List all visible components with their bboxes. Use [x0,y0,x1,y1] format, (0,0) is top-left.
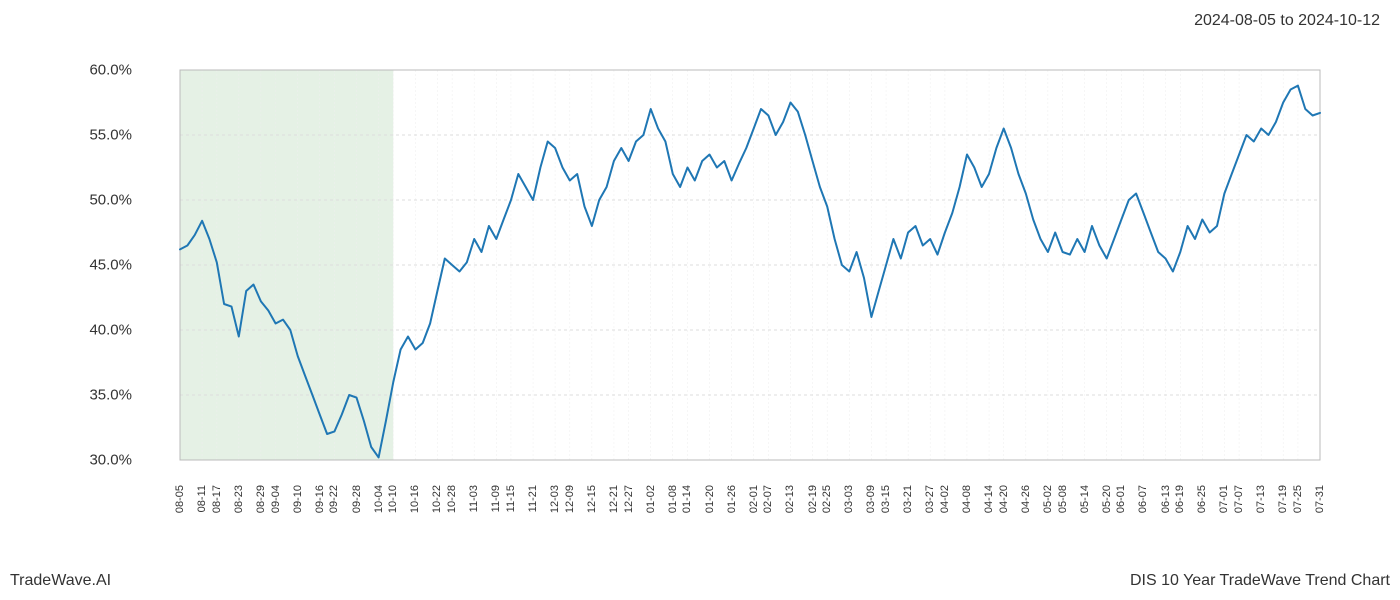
x-tick-label: 06-25 [1196,485,1208,513]
x-tick-label: 06-13 [1160,485,1172,513]
x-tick-label: 08-11 [196,485,208,512]
date-range-label: 2024-08-05 to 2024-10-12 [1194,12,1380,30]
x-tick-label: 10-10 [387,485,399,513]
x-tick-label: 06-01 [1115,485,1127,513]
x-tick-label: 04-26 [1020,485,1032,513]
y-tick-label: 60.0% [89,62,132,79]
x-tick-label: 10-04 [373,485,385,513]
x-tick-label: 08-29 [255,485,267,513]
x-tick-label: 05-02 [1042,485,1054,513]
x-tick-label: 09-16 [314,485,326,513]
x-tick-label: 07-07 [1233,485,1245,513]
x-tick-label: 07-01 [1218,485,1230,513]
x-tick-label: 08-17 [211,485,223,513]
x-tick-label: 02-25 [821,485,833,513]
x-tick-label: 09-04 [270,485,282,513]
x-tick-label: 05-14 [1079,485,1091,513]
x-tick-label: 06-19 [1174,485,1186,513]
y-tick-label: 35.0% [89,387,132,404]
x-tick-label: 12-15 [586,485,598,513]
x-tick-label: 05-08 [1057,485,1069,513]
x-tick-label: 08-23 [233,485,245,513]
x-tick-label: 09-28 [351,485,363,513]
x-tick-label: 01-08 [667,485,679,513]
x-tick-label: 07-13 [1255,485,1267,513]
x-tick-label: 07-25 [1292,485,1304,513]
x-tick-label: 10-28 [446,485,458,513]
y-tick-label: 45.0% [89,257,132,274]
x-tick-label: 10-16 [409,485,421,513]
y-tick-label: 50.0% [89,192,132,209]
x-tick-label: 01-14 [681,485,693,513]
x-tick-label: 04-14 [983,485,995,513]
x-tick-label: 12-09 [564,485,576,513]
x-tick-label: 09-22 [328,485,340,513]
footer-brand: TradeWave.AI [10,572,111,590]
x-tick-label: 12-27 [623,485,635,513]
x-tick-label: 04-02 [939,485,951,513]
x-tick-label: 07-31 [1314,485,1326,513]
x-tick-label: 02-13 [784,485,796,513]
x-tick-label: 11-15 [505,485,517,512]
x-tick-label: 06-07 [1137,485,1149,513]
x-tick-label: 03-27 [924,485,936,513]
x-tick-label: 03-03 [843,485,855,513]
x-tick-label: 01-26 [726,485,738,513]
footer-title: DIS 10 Year TradeWave Trend Chart [1130,572,1390,590]
x-tick-label: 04-20 [998,485,1010,513]
x-tick-label: 03-21 [902,485,914,513]
x-tick-label: 01-02 [645,485,657,513]
x-tick-label: 01-20 [704,485,716,513]
chart-container: 2024-08-05 to 2024-10-12 30.0%35.0%40.0%… [0,0,1400,600]
x-tick-label: 11-03 [468,485,480,512]
chart-svg [140,60,1340,480]
y-tick-label: 30.0% [89,452,132,469]
x-tick-label: 12-03 [549,485,561,513]
x-tick-label: 10-22 [431,485,443,513]
x-tick-label: 02-19 [807,485,819,513]
x-tick-label: 05-20 [1101,485,1113,513]
y-tick-label: 40.0% [89,322,132,339]
x-tick-label: 08-05 [174,485,186,513]
x-tick-label: 11-21 [527,485,539,512]
x-tick-label: 09-10 [292,485,304,513]
chart-area: 30.0%35.0%40.0%45.0%50.0%55.0%60.0% 08-0… [140,60,1340,480]
x-tick-label: 03-15 [880,485,892,513]
y-tick-label: 55.0% [89,127,132,144]
x-tick-label: 04-08 [961,485,973,513]
x-tick-label: 02-07 [762,485,774,513]
x-tick-label: 03-09 [865,485,877,513]
x-tick-label: 07-19 [1277,485,1289,513]
x-tick-label: 11-09 [490,485,502,512]
x-tick-label: 12-21 [608,485,620,513]
x-tick-label: 02-01 [748,485,760,513]
